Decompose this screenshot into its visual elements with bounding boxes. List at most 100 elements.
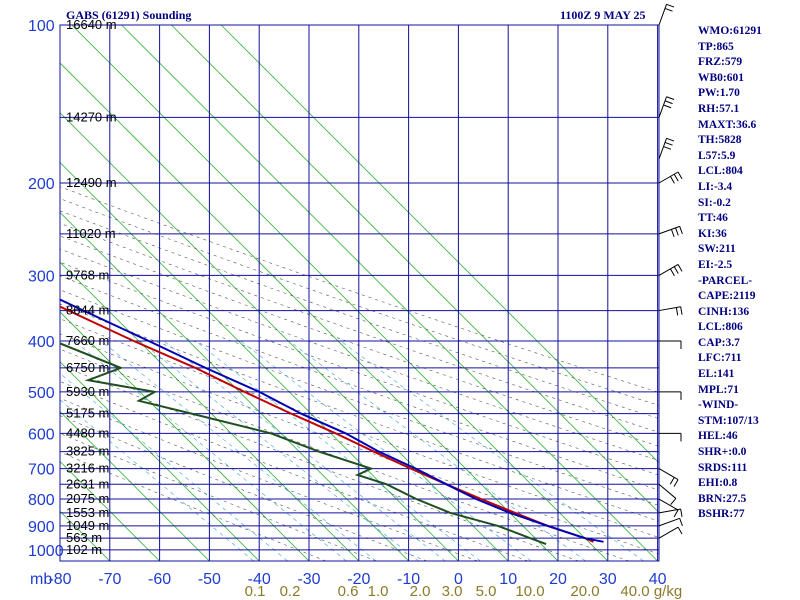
station-title: GABS (61291) Sounding bbox=[66, 8, 192, 22]
wind-barb-flag bbox=[663, 146, 672, 150]
mixing-ratio-line bbox=[240, 340, 532, 561]
isotherm-line bbox=[71, 25, 609, 561]
mixing-ratio-label: 40.0 bbox=[620, 583, 649, 600]
pressure-tick-label: 900 bbox=[28, 519, 55, 536]
index-item: PW:1.70 bbox=[698, 87, 740, 100]
mixing-ratio-line bbox=[289, 340, 586, 561]
wind-barb-flag bbox=[680, 508, 683, 517]
mixing-ratio-label: 3.0 bbox=[442, 583, 463, 600]
height-label: 4480 m bbox=[66, 425, 109, 440]
dry-adiabat bbox=[60, 289, 659, 506]
temperature-tick-label: -10 bbox=[397, 571, 420, 588]
wind-barb-flag bbox=[673, 266, 679, 274]
temperature-tick-label: -70 bbox=[98, 571, 121, 588]
pressure-unit-label: mb bbox=[30, 571, 52, 588]
temperature-profile bbox=[60, 305, 594, 543]
wind-barb bbox=[658, 225, 680, 235]
wind-barb-flag bbox=[677, 171, 683, 180]
index-item: WB0:601 bbox=[698, 71, 744, 84]
wind-barb-flag bbox=[673, 479, 679, 487]
pressure-tick-label: 1000 bbox=[28, 543, 64, 560]
isotherm-line bbox=[60, 261, 360, 561]
index-item: CAP:3.7 bbox=[698, 336, 740, 349]
height-label: 3216 m bbox=[66, 461, 109, 476]
wind-barb-flag bbox=[666, 3, 675, 8]
index-item: SW:211 bbox=[698, 243, 736, 256]
plot-frame bbox=[59, 24, 660, 562]
dry-adiabat bbox=[60, 186, 659, 393]
wind-barb-flag bbox=[679, 226, 683, 235]
index-item: LI:-3.4 bbox=[698, 180, 733, 193]
height-label: 2075 m bbox=[66, 491, 109, 506]
wind-barb-flag bbox=[675, 307, 679, 316]
height-label: 6750 m bbox=[66, 360, 109, 375]
temperature-tick-label: -40 bbox=[248, 571, 271, 588]
index-item: FRZ:579 bbox=[698, 56, 743, 69]
temperature-tick-label: 30 bbox=[599, 571, 617, 588]
mixing-ratio-label: 20.0 bbox=[570, 583, 599, 600]
index-item: SHR+:0.0 bbox=[698, 446, 747, 459]
wind-barb bbox=[658, 138, 667, 160]
temperature-tick-label: 0 bbox=[454, 571, 463, 588]
wind-barb bbox=[658, 171, 679, 184]
height-label: 5175 m bbox=[66, 406, 109, 421]
wind-barb bbox=[658, 508, 681, 514]
index-item: WMO:61291 bbox=[698, 25, 762, 37]
index-item: L57:5.9 bbox=[698, 149, 736, 162]
dry-adiabat bbox=[60, 261, 659, 476]
wind-barb bbox=[658, 517, 680, 527]
index-item: LCL:804 bbox=[698, 165, 743, 178]
height-label: 11020 m bbox=[66, 226, 116, 241]
index-item: BRN:27.5 bbox=[698, 492, 747, 505]
temperature-tick-label: -30 bbox=[297, 571, 320, 588]
wind-barb bbox=[658, 526, 679, 539]
wind-barb-flag bbox=[675, 227, 679, 236]
wind-barb-flag bbox=[664, 141, 673, 146]
wind-barb bbox=[658, 498, 679, 511]
isotherm-line bbox=[60, 211, 409, 561]
index-item: SRDS:111 bbox=[698, 461, 748, 474]
wind-barb bbox=[658, 4, 667, 26]
wind-barb bbox=[658, 263, 679, 276]
mixing-ratio-label: 10.0 bbox=[515, 583, 544, 600]
wind-barb bbox=[658, 306, 681, 312]
pressure-tick-label: 700 bbox=[28, 462, 55, 479]
index-item: LFC:711 bbox=[698, 352, 742, 365]
mixing-ratio-label: g/kg bbox=[654, 583, 682, 600]
pressure-tick-label: 400 bbox=[28, 334, 55, 351]
pressure-tick-label: 600 bbox=[28, 426, 55, 443]
wind-barb-flag bbox=[673, 509, 679, 518]
dry-adiabat bbox=[60, 198, 659, 406]
temperature-tick-label: -80 bbox=[48, 571, 71, 588]
mixing-ratio-label: 1.0 bbox=[368, 583, 389, 600]
mixing-ratio-line bbox=[340, 340, 644, 561]
isotherm-line bbox=[60, 411, 210, 561]
isotherm-line bbox=[0, 25, 10, 561]
temperature-tick-label: -20 bbox=[347, 571, 370, 588]
isotherm-line bbox=[60, 62, 559, 561]
wind-barb-flag bbox=[664, 100, 673, 105]
height-label: 1553 m bbox=[66, 505, 109, 520]
dewpoint-profile bbox=[60, 342, 547, 546]
height-label: 9768 m bbox=[66, 267, 109, 282]
index-item: CINH:136 bbox=[698, 305, 750, 318]
wind-barb-flag bbox=[670, 498, 677, 505]
index-item: TP:865 bbox=[698, 40, 734, 53]
dry-adiabat bbox=[60, 415, 428, 561]
mixing-ratio-line bbox=[74, 340, 347, 561]
isotherm-line bbox=[60, 162, 459, 561]
pressure-tick-label: 100 bbox=[28, 18, 55, 35]
pressure-tick-label: 500 bbox=[28, 385, 55, 402]
temperature-tick-label: 20 bbox=[549, 571, 567, 588]
index-item: EL:141 bbox=[698, 368, 735, 381]
pressure-tick-label: 200 bbox=[28, 176, 55, 193]
height-label: 102 m bbox=[66, 542, 102, 557]
isotherm-line bbox=[60, 311, 310, 561]
isotherm-line bbox=[121, 25, 658, 561]
wind-barb-flag bbox=[669, 477, 675, 485]
index-item: LCL:806 bbox=[698, 321, 743, 334]
dry-adiabat bbox=[60, 222, 659, 433]
mixing-ratio-line bbox=[195, 340, 481, 561]
pressure-tick-label: 300 bbox=[28, 268, 55, 285]
